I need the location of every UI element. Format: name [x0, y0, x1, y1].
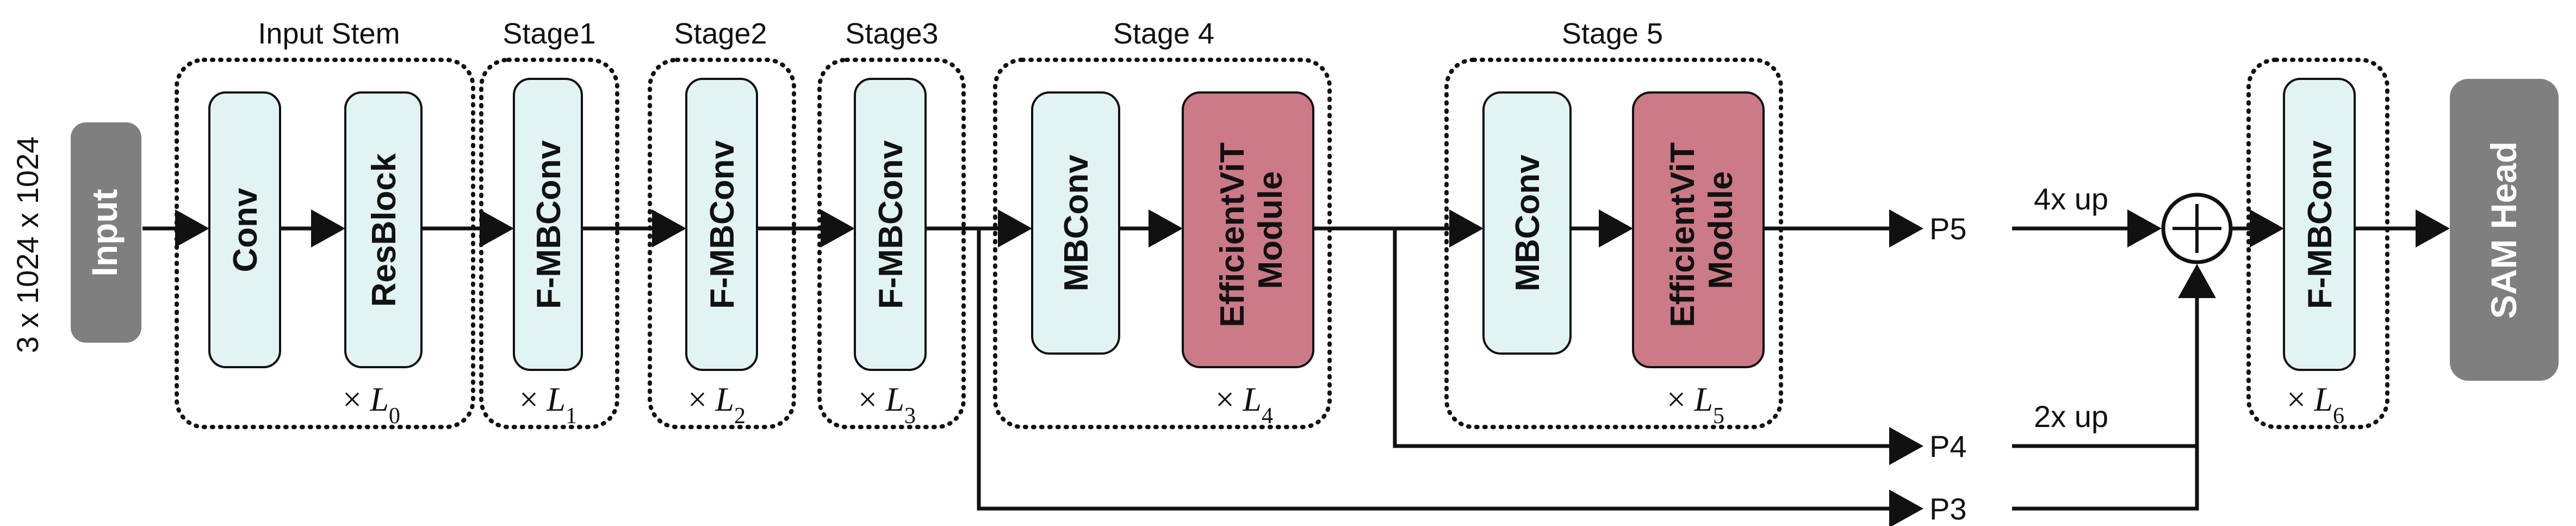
- mbconv-label-s4: MBConv: [1058, 154, 1095, 292]
- fmbconv-block-s2: F-MBConv: [685, 78, 758, 371]
- p4-label: P4: [1929, 429, 1967, 463]
- resblock-label: ResBlock: [365, 153, 403, 307]
- stage-title-stem: Input Stem: [258, 17, 400, 50]
- stage-title-s4: Stage 4: [1113, 17, 1214, 50]
- repeat-head: × L6: [2287, 381, 2344, 429]
- mbconv-block-s5: MBConv: [1482, 91, 1572, 355]
- stage-box-s5: [1444, 58, 1783, 429]
- fmbconv-block-head: F-MBConv: [2283, 78, 2356, 371]
- stage-box-s2: [648, 58, 796, 429]
- stage-box-s3: [817, 58, 966, 429]
- efficientvit-module-s5: EfficientViT Module: [1632, 91, 1765, 368]
- fmbconv-label-s1: F-MBConv: [530, 140, 568, 309]
- fmbconv-label-s2: F-MBConv: [704, 140, 741, 309]
- conv-block: Conv: [208, 91, 281, 368]
- stage-box-stem: [175, 58, 475, 429]
- p4-branch: [1393, 228, 1923, 465]
- up2-label: 2x up: [2034, 399, 2108, 434]
- repeat-s2: × L2: [688, 381, 746, 429]
- stage-title-s1: Stage1: [502, 17, 595, 50]
- sum-node-icon: [2161, 193, 2233, 264]
- stage-box-s4: [993, 58, 1332, 429]
- efficientvit-label-s4: EfficientViT Module: [1214, 133, 1289, 327]
- stage-title-s2: Stage2: [674, 17, 767, 50]
- stage-title-s5: Stage 5: [1562, 17, 1663, 50]
- p3-branch: [977, 228, 1923, 526]
- fmbconv-block-s1: F-MBConv: [513, 78, 583, 371]
- p3-label: P3: [1929, 492, 1967, 526]
- resblock-block: ResBlock: [344, 91, 423, 368]
- fmbconv-label-head: F-MBConv: [2301, 140, 2339, 309]
- mbconv-label-s5: MBConv: [1509, 154, 1547, 292]
- repeat-stem: × L0: [343, 381, 400, 429]
- repeat-s1: × L1: [519, 381, 577, 429]
- efficientvit-label-s5: EfficientViT Module: [1664, 133, 1740, 327]
- stage-box-head: [2246, 58, 2389, 429]
- input-label: Input: [84, 189, 125, 276]
- fmbconv-label-s3: F-MBConv: [872, 140, 910, 309]
- fmbconv-block-s3: F-MBConv: [854, 78, 927, 371]
- efficientvit-module-s4: EfficientViT Module: [1182, 91, 1314, 368]
- p3-to-sum-arrow: [2012, 264, 2216, 511]
- repeat-s3: × L3: [858, 381, 916, 429]
- up4-label: 4x up: [2034, 182, 2108, 216]
- p5-label: P5: [1929, 212, 1967, 246]
- sam-head-label: SAM Head: [2484, 141, 2524, 319]
- conv-label: Conv: [227, 188, 264, 273]
- stage-title-s3: Stage3: [845, 17, 938, 50]
- sam-head-block: SAM Head: [2450, 79, 2559, 381]
- repeat-s4: × L4: [1215, 381, 1273, 429]
- mbconv-block-s4: MBConv: [1031, 91, 1120, 355]
- input-shape-label: 3 x 1024 x 1024: [10, 137, 45, 354]
- repeat-s5: × L5: [1667, 381, 1724, 429]
- input-block: Input: [71, 122, 141, 343]
